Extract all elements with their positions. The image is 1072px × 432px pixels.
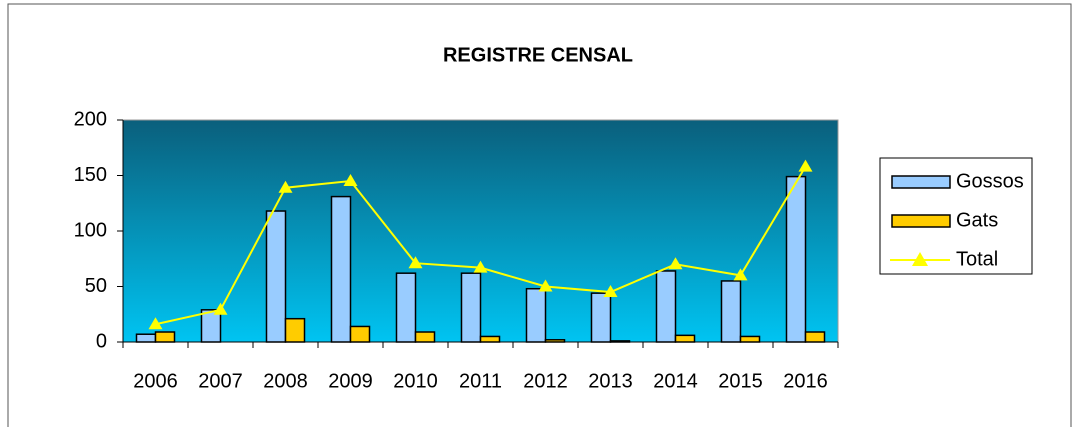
y-tick-label: 0: [96, 330, 107, 352]
bar: [739, 335, 761, 343]
bar: [720, 280, 742, 343]
legend-marker: [912, 252, 928, 266]
x-tick-label: 2007: [198, 370, 243, 392]
bar: [265, 210, 287, 343]
legend-label: Gossos: [956, 170, 1024, 192]
y-tick-label: 50: [85, 275, 107, 297]
x-tick-label: 2011: [459, 370, 502, 392]
x-tick-label: 2015: [718, 370, 763, 392]
x-tick-label: 2013: [588, 370, 633, 392]
x-tick-label: 2014: [653, 370, 698, 392]
line-marker: [473, 260, 488, 273]
x-tick-label: 2010: [393, 370, 438, 392]
y-tick-label: 150: [74, 164, 107, 186]
bar: [349, 325, 371, 343]
chart-title: REGISTRE CENSAL: [443, 44, 633, 66]
line-marker: [278, 180, 293, 193]
line-marker: [213, 302, 228, 315]
bar: [479, 335, 501, 343]
bar: [655, 270, 677, 343]
x-tick-label: 2008: [263, 370, 308, 392]
bar: [414, 331, 436, 343]
bar: [804, 331, 826, 343]
bar: [590, 292, 612, 343]
bar: [395, 272, 417, 343]
bar: [460, 272, 482, 343]
bar: [135, 333, 157, 343]
y-tick-label: 200: [74, 108, 107, 130]
legend-swatch: [891, 175, 951, 189]
y-tick-label: 100: [74, 219, 107, 241]
bar: [525, 287, 547, 343]
line-marker: [798, 159, 813, 172]
line-marker: [668, 257, 683, 270]
line-marker: [148, 317, 163, 330]
legend-label: Gats: [956, 209, 998, 231]
bar: [330, 195, 352, 343]
bar: [674, 334, 696, 343]
bar: [200, 309, 222, 343]
legend-label: Total: [956, 248, 998, 270]
line-marker: [408, 256, 423, 269]
bar: [785, 175, 807, 343]
x-tick-label: 2006: [133, 370, 178, 392]
bar: [609, 340, 631, 343]
x-tick-label: 2012: [523, 370, 568, 392]
bar: [544, 339, 566, 343]
line-marker: [343, 174, 358, 187]
line-marker: [733, 268, 748, 281]
bar: [284, 317, 306, 343]
line-marker: [603, 285, 618, 298]
legend-swatch: [891, 214, 951, 228]
x-tick-label: 2009: [328, 370, 373, 392]
bar: [154, 331, 176, 343]
line-marker: [538, 279, 553, 292]
x-tick-label: 2016: [783, 370, 828, 392]
